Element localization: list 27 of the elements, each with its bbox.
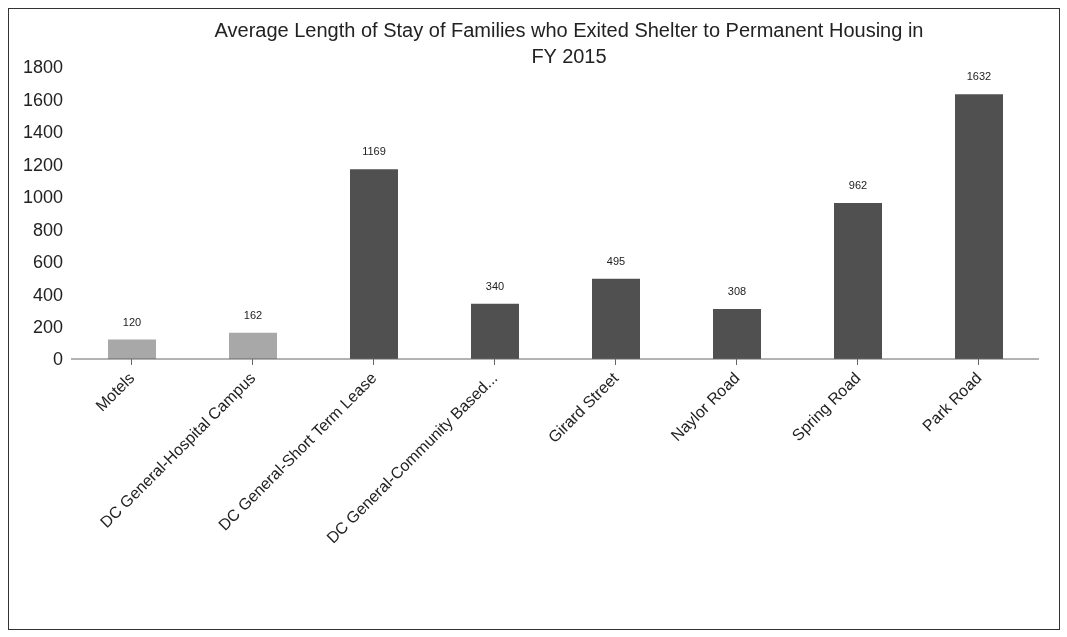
y-tick-label: 200 <box>32 316 63 337</box>
bar <box>955 94 1003 359</box>
data-label: 1632 <box>966 70 992 83</box>
bar <box>713 309 761 359</box>
y-tick-label: 1200 <box>22 154 63 175</box>
data-label: 308 <box>727 285 747 298</box>
bar <box>471 303 519 359</box>
bar <box>350 169 398 359</box>
y-tick-label: 1000 <box>22 187 63 208</box>
data-label: 962 <box>848 178 868 191</box>
y-tick-label: 1600 <box>22 89 63 110</box>
data-label: 162 <box>243 308 263 321</box>
chart-title: Average Length of Stay of Families who Exited Shelter to Permanent Housing in FY 2015 <box>213 18 925 69</box>
bar <box>108 339 156 359</box>
y-tick-label: 600 <box>32 252 63 273</box>
data-label: 340 <box>485 279 505 292</box>
y-tick-label: 0 <box>52 349 63 370</box>
bar <box>592 278 640 359</box>
bar <box>834 202 882 359</box>
data-label: 1169 <box>362 145 386 158</box>
y-tick-label: 400 <box>32 284 63 305</box>
data-label: 495 <box>606 254 626 267</box>
data-label: 120 <box>122 315 142 328</box>
y-tick-label: 800 <box>32 219 63 240</box>
y-tick-label: 1400 <box>22 122 63 143</box>
y-tick-label: 1800 <box>22 57 63 78</box>
bar <box>229 332 277 359</box>
